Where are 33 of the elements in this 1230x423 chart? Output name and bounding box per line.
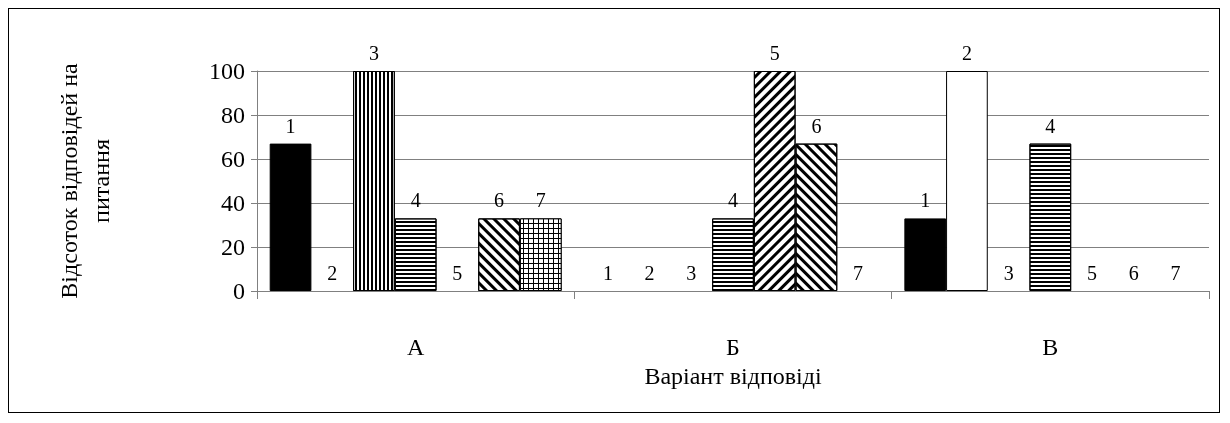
series-label: 3 [368, 42, 379, 64]
text: 2 [327, 262, 338, 284]
series-label: 5 [769, 42, 780, 64]
y-tick-label: 80 [221, 102, 245, 128]
text: 6 [1128, 262, 1139, 284]
text: 3 [1003, 262, 1014, 284]
series-label: 7 [535, 189, 546, 212]
y-tick-label: 20 [221, 234, 245, 260]
series-label: 1 [285, 114, 296, 137]
text: 4 [728, 189, 738, 212]
x-tick-label: В [1042, 334, 1059, 360]
x-tick-label: А [406, 334, 425, 360]
y-tick-label: 40 [221, 190, 245, 216]
series-label: 4 [410, 189, 421, 212]
text: 6 [811, 114, 822, 137]
x-tick-label: Б [726, 334, 740, 360]
text: 5 [1087, 262, 1098, 284]
y-tick-label: 0 [233, 278, 245, 304]
text: 7 [1170, 262, 1181, 284]
y-tick-label: 100 [209, 58, 245, 84]
text: 1 [920, 189, 931, 212]
series-label: 2 [961, 42, 972, 64]
x-axis-title: Варіант відповіді [644, 362, 822, 389]
y-axis-title: Відсоток відповідей на питання [56, 63, 114, 299]
series-label: 6 [494, 189, 505, 212]
bar [269, 143, 312, 291]
y-tick-label: 60 [221, 146, 245, 172]
text: 7 [853, 262, 864, 284]
text: 2 [644, 262, 655, 284]
text: 5 [452, 262, 463, 284]
text: 1 [602, 262, 613, 284]
text: 4 [1045, 114, 1056, 137]
text: 3 [686, 262, 697, 284]
